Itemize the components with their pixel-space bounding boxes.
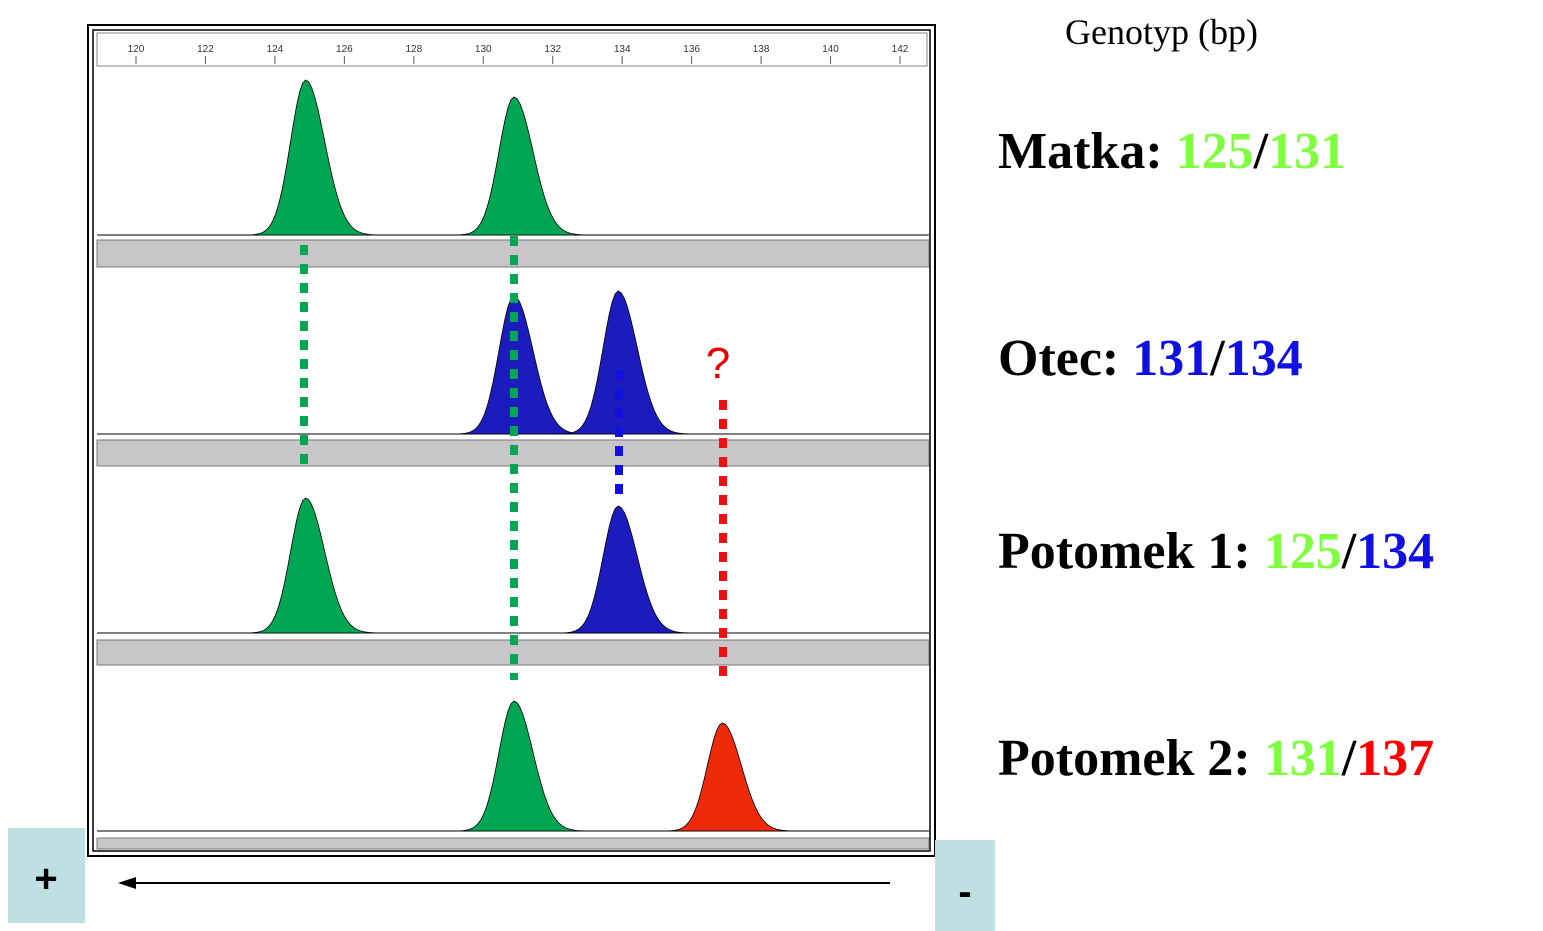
plus-box — [8, 828, 85, 923]
separator: / — [1253, 123, 1269, 180]
ruler-tick-label: 122 — [197, 44, 214, 55]
allele: 134 — [1356, 523, 1434, 580]
ruler-tick-label: 142 — [892, 44, 909, 55]
allele: 125 — [1264, 523, 1342, 580]
ruler-tick-label: 124 — [267, 44, 284, 55]
peak — [245, 497, 376, 634]
ruler-tick-label: 130 — [475, 44, 492, 55]
gray-band — [96, 837, 930, 850]
heading: Genotyp (bp) — [1065, 12, 1258, 52]
peak — [557, 290, 689, 435]
peak — [453, 700, 585, 832]
genotype-label: Potomek 1: 125/134 — [998, 523, 1434, 580]
minus-box — [935, 840, 995, 931]
peak — [453, 295, 585, 435]
allele: 131 — [1264, 730, 1342, 787]
plus-sign: + — [34, 857, 57, 901]
individual-name: Matka: — [998, 123, 1163, 180]
ruler-tick-label: 134 — [614, 44, 631, 55]
genotype-label: Potomek 2: 131/137 — [998, 730, 1434, 787]
ruler-tick-label: 126 — [336, 44, 353, 55]
peak — [453, 96, 585, 236]
peak — [661, 722, 793, 832]
individual-name: Potomek 2: — [998, 730, 1251, 787]
allele: 131 — [1268, 123, 1346, 180]
peaks — [97, 79, 929, 832]
links — [300, 236, 727, 680]
ruler-tick-label: 140 — [822, 44, 839, 55]
ruler-tick-label: 132 — [544, 44, 561, 55]
ruler-tick-label: 120 — [128, 44, 145, 55]
individual-name: Otec: — [998, 330, 1119, 387]
genotype-label: Matka: 125/131 — [998, 123, 1346, 180]
allele: 131 — [1132, 330, 1210, 387]
ruler-tick-label: 128 — [405, 44, 422, 55]
peak — [557, 505, 689, 634]
genotype-label: Otec: 131/134 — [998, 330, 1303, 387]
ruler-tick-label: 136 — [683, 44, 700, 55]
ruler-tick-label: 138 — [753, 44, 770, 55]
peak — [245, 79, 376, 236]
allele: 125 — [1176, 123, 1254, 180]
separator: / — [1209, 330, 1225, 387]
separator: / — [1341, 730, 1357, 787]
individual-name: Potomek 1: — [998, 523, 1251, 580]
arrow-head — [118, 877, 136, 889]
allele: 137 — [1356, 730, 1434, 787]
question-mark: ? — [706, 339, 730, 388]
ruler — [96, 32, 928, 67]
separator: / — [1341, 523, 1357, 580]
minus-sign: - — [958, 870, 971, 914]
allele: 134 — [1225, 330, 1303, 387]
